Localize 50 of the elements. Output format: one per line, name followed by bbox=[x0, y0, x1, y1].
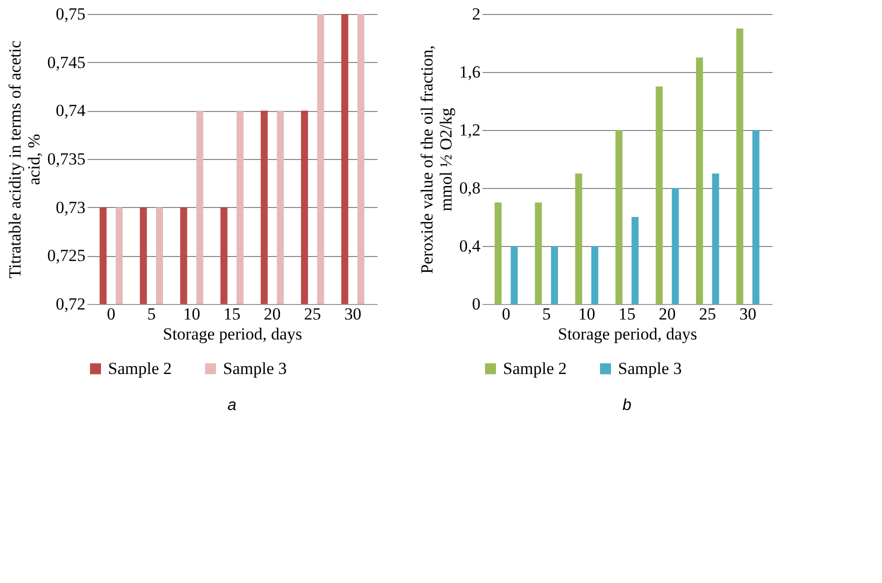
y-axis-title: Peroxide value of the oil fraction, mmol ½ O2/kg bbox=[417, 45, 456, 274]
x-tick-label: 5 bbox=[542, 304, 551, 324]
bar bbox=[591, 246, 598, 304]
y-tick-label: 0,725 bbox=[47, 246, 86, 266]
y-tick-label: 1,6 bbox=[459, 62, 480, 82]
y-tick-label: 2 bbox=[472, 4, 480, 24]
x-tick-label: 15 bbox=[618, 304, 636, 324]
legend-label: Sample 3 bbox=[618, 358, 682, 378]
text: a bbox=[228, 397, 237, 414]
x-tick-label: 30 bbox=[739, 304, 756, 324]
bar bbox=[494, 202, 502, 304]
bar bbox=[575, 174, 582, 304]
x-tick-label: 10 bbox=[183, 304, 200, 324]
x-tick-label: 20 bbox=[264, 304, 281, 324]
bar bbox=[510, 246, 518, 304]
x-tick-label: 5 bbox=[147, 304, 156, 324]
bar bbox=[696, 58, 703, 304]
bar bbox=[736, 28, 744, 304]
bar bbox=[551, 246, 558, 304]
x-tick-label: 15 bbox=[224, 304, 240, 324]
x-tick-label: 25 bbox=[699, 304, 716, 324]
y-tick-label: 0,735 bbox=[47, 150, 86, 168]
legend-label: Sample 3 bbox=[223, 358, 287, 378]
bar bbox=[672, 188, 679, 304]
x-axis-title: Storage period, days bbox=[162, 324, 302, 344]
legend-label: Sample 2 bbox=[503, 358, 567, 378]
legend-label: Sample 2 bbox=[108, 358, 172, 378]
bar bbox=[712, 174, 720, 304]
y-tick-label: 0,72 bbox=[56, 294, 86, 314]
y-tick-label: 0,73 bbox=[56, 198, 86, 217]
bar bbox=[632, 217, 639, 304]
bar bbox=[615, 130, 622, 304]
x-tick-label: 0 bbox=[502, 304, 510, 324]
x-tick-label: 25 bbox=[304, 304, 322, 324]
x-axis-title: Storage period, days bbox=[558, 324, 698, 344]
bar bbox=[752, 130, 760, 304]
y-tick-label: 1,2 bbox=[459, 120, 480, 140]
x-tick-label: 10 bbox=[578, 304, 596, 324]
bar bbox=[656, 86, 663, 304]
y-tick-label: 0,745 bbox=[47, 52, 86, 72]
y-tick-label: 0,8 bbox=[459, 178, 480, 198]
y-tick-label: 0,74 bbox=[56, 101, 86, 120]
y-tick-label: 0,4 bbox=[459, 236, 481, 256]
y-axis-title: Titratable acidity in terms of acetic acid, % bbox=[5, 40, 44, 278]
y-tick-label: 0,75 bbox=[56, 4, 86, 24]
bar bbox=[534, 202, 542, 304]
x-tick-label: 30 bbox=[344, 304, 362, 324]
x-tick-label: 0 bbox=[106, 304, 116, 324]
x-tick-label: 20 bbox=[658, 304, 676, 324]
text: b bbox=[622, 397, 632, 414]
